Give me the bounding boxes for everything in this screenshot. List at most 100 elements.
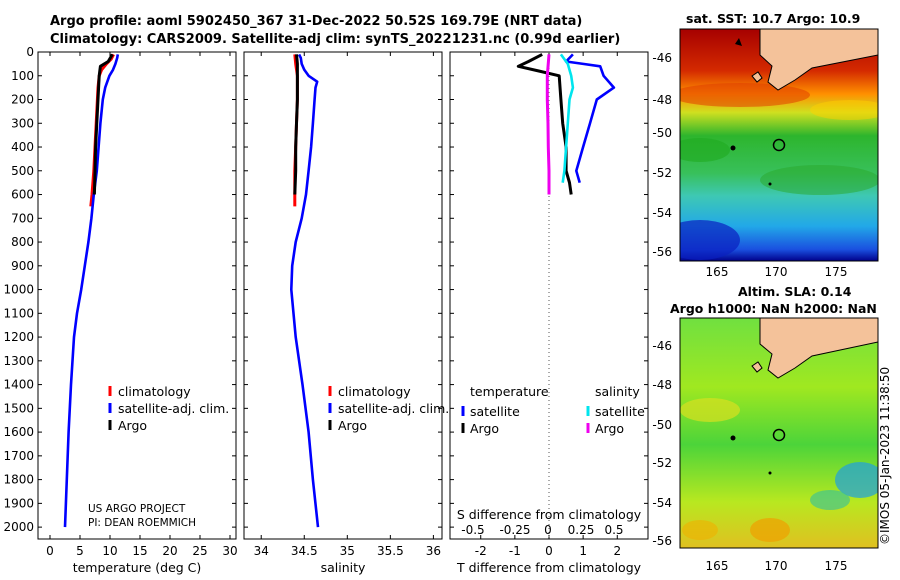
x-tick-label: 10 <box>102 544 117 558</box>
legend-label: satellite-adj. clim. <box>118 401 229 416</box>
map-x-tick-label: 165 <box>706 265 729 279</box>
x-tick-label: 34 <box>254 544 269 558</box>
map-y-tick-label: -50 <box>652 126 672 140</box>
coastline-land <box>759 29 878 91</box>
x2-tick-label: 0.25 <box>568 523 595 537</box>
legend-label: satellite <box>595 404 645 419</box>
x-tick-label: 35.5 <box>377 544 404 558</box>
map-y-tick-label: -52 <box>652 166 672 180</box>
map-y-tick-label: -48 <box>652 378 672 392</box>
y-tick-label: 1600 <box>3 425 34 439</box>
x-tick-label: 2 <box>613 544 621 558</box>
y-tick-label: 500 <box>11 164 34 178</box>
series-line-temperature-argo <box>516 53 573 195</box>
x-tick-label: 36 <box>426 544 441 558</box>
series-line-argo <box>293 54 299 195</box>
legend-label: climatology <box>118 384 191 399</box>
y-tick-label: 1000 <box>3 283 34 297</box>
y-tick-label: 700 <box>11 211 34 225</box>
y-tick-label: 1400 <box>3 378 34 392</box>
legend-label: Argo <box>470 421 499 436</box>
credit-timestamp: ©IMOS 05-Jan-2023 11:38:50 <box>878 366 892 545</box>
x-tick-label: 0 <box>545 544 553 558</box>
x-axis-label-0: temperature (deg C) <box>73 560 202 575</box>
x-tick-label: 34.5 <box>291 544 318 558</box>
sst-map <box>679 28 879 262</box>
float-position-marker-sla <box>772 428 786 442</box>
float-position-marker <box>772 138 786 152</box>
title-line-1: Argo profile: aoml 5902450_367 31-Dec-20… <box>50 14 583 29</box>
map-x-tick-label: 165 <box>706 559 729 573</box>
map-y-tick-label: -54 <box>652 496 672 510</box>
x2-tick-label: -0.25 <box>499 523 530 537</box>
legend-label: Argo <box>338 418 367 433</box>
plot-frame-0 <box>37 51 237 540</box>
legend-label: satellite <box>470 404 520 419</box>
annotation-pi: PI: DEAN ROEMMICH <box>88 517 196 529</box>
x2-axis-label: S difference from climatology <box>457 507 642 522</box>
plot-frame-1 <box>243 51 443 540</box>
x2-tick-label: -0.5 <box>461 523 484 537</box>
sst-features <box>680 29 878 260</box>
x-tick-label: 20 <box>162 544 177 558</box>
map-y-tick-label: -50 <box>652 418 672 432</box>
map-y-tick-label: -48 <box>652 93 672 107</box>
map-y-tick-label: -54 <box>652 206 672 220</box>
series-line-temperature-satellite <box>564 53 616 184</box>
legend-label: satellite-adj. clim. <box>338 401 449 416</box>
y-tick-label: 800 <box>11 235 34 249</box>
map-y-tick-label: -56 <box>652 245 672 259</box>
y-tick-label: 100 <box>11 69 34 83</box>
y-tick-label: 0 <box>26 45 34 59</box>
sla-map-title-2: Argo h1000: NaN h2000: NaN <box>670 301 877 316</box>
legend-label: Argo <box>118 418 147 433</box>
sst-map-title: sat. SST: 10.7 Argo: 10.9 <box>686 11 861 26</box>
x-tick-label: 0 <box>46 544 54 558</box>
y-tick-label: 900 <box>11 259 34 273</box>
map-y-tick-label: -56 <box>652 534 672 548</box>
x-tick-label: -1 <box>509 544 521 558</box>
y-tick-label: 1800 <box>3 473 34 487</box>
map-y-tick-label: -52 <box>652 456 672 470</box>
x-tick-label: 15 <box>132 544 147 558</box>
map-x-tick-label: 175 <box>825 559 848 573</box>
series-line-salinity-satellite <box>559 53 575 183</box>
x-axis-label-2: T difference from climatology <box>456 560 642 575</box>
y-tick-label: 1500 <box>3 401 34 415</box>
title-line-2: Climatology: CARS2009. Satellite-adj cli… <box>50 32 621 47</box>
x-tick-label: 5 <box>76 544 84 558</box>
y-tick-label: 200 <box>11 93 34 107</box>
y-tick-label: 400 <box>11 140 34 154</box>
map-y-tick-label: -46 <box>652 339 672 353</box>
y-tick-label: 1100 <box>3 306 34 320</box>
y-tick-label: 2000 <box>3 520 34 534</box>
map-x-tick-label: 170 <box>765 559 788 573</box>
x-tick-label: 30 <box>222 544 237 558</box>
y-tick-label: 1200 <box>3 330 34 344</box>
legend-title-salinity: salinity <box>595 384 640 399</box>
map-y-tick-label: -46 <box>652 51 672 65</box>
series-line-satellite-adj-clim- <box>289 53 320 528</box>
x-tick-label: 25 <box>192 544 207 558</box>
sla-map-title-1: Altim. SLA: 0.14 <box>738 284 852 299</box>
sla-map <box>679 317 879 549</box>
y-tick-label: 1900 <box>3 496 34 510</box>
y-tick-label: 300 <box>11 116 34 130</box>
x-tick-label: 35 <box>340 544 355 558</box>
series-line-argo <box>92 53 114 195</box>
y-tick-label: 1300 <box>3 354 34 368</box>
y-tick-label: 1700 <box>3 449 34 463</box>
legend-title-temperature: temperature <box>470 384 549 399</box>
x-tick-label: -2 <box>475 544 487 558</box>
legend-label: climatology <box>338 384 411 399</box>
annotation-project: US ARGO PROJECT <box>88 503 186 515</box>
x-tick-label: 1 <box>579 544 587 558</box>
x2-tick-label: 0.5 <box>604 523 623 537</box>
series-line-satellite-adj-clim- <box>63 54 120 528</box>
legend-label: Argo <box>595 421 624 436</box>
sla-features <box>680 318 878 542</box>
series-line-salinity-argo <box>545 54 551 195</box>
x-axis-label-1: salinity <box>321 560 366 575</box>
map-x-tick-label: 170 <box>765 265 788 279</box>
